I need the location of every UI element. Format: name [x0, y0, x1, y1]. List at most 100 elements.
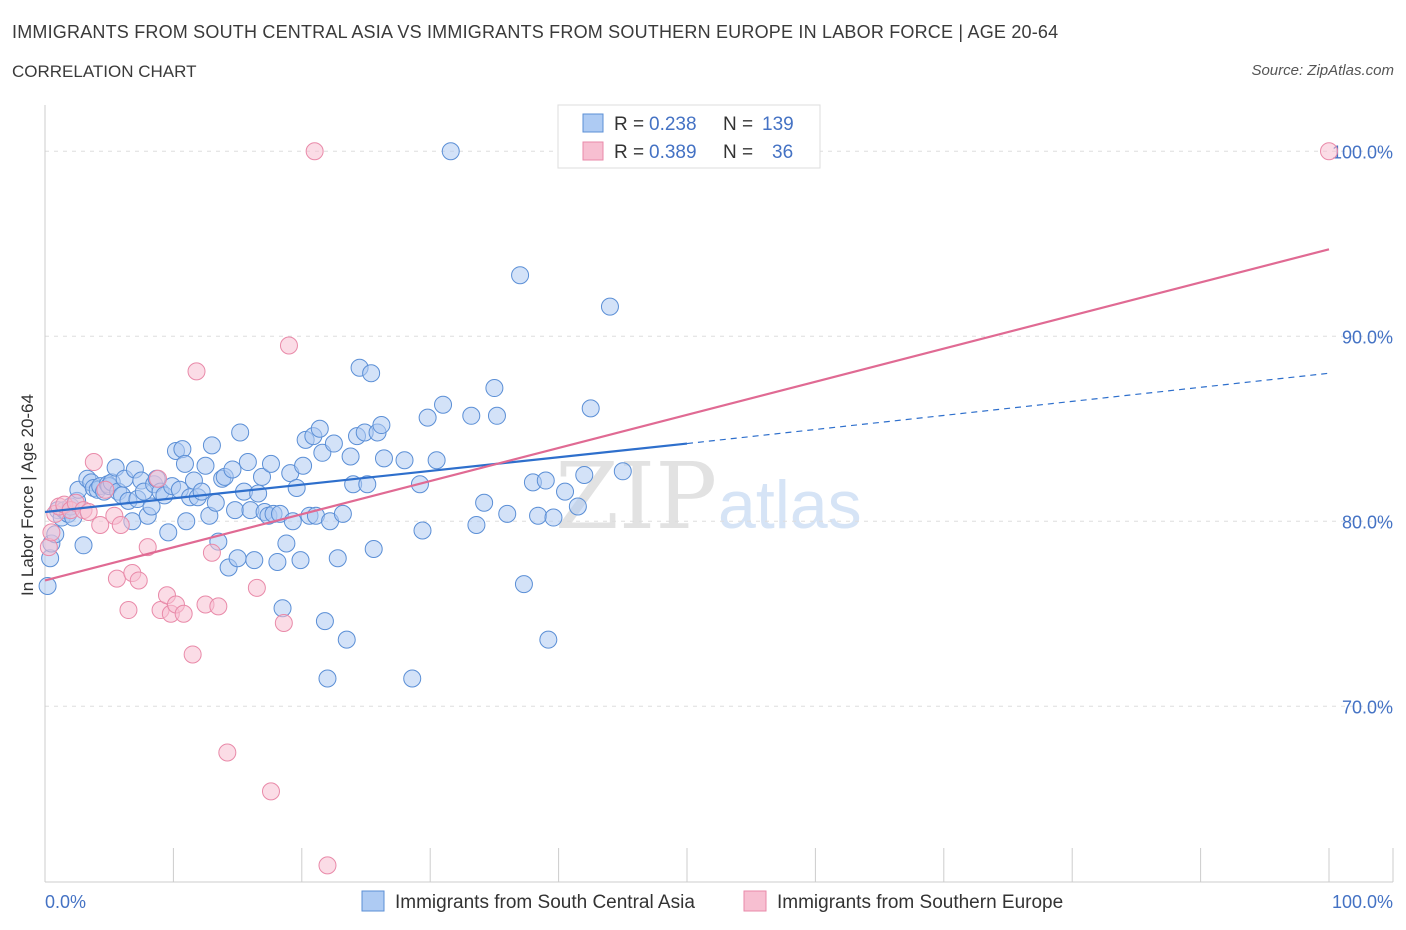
chart-subtitle: CORRELATION CHART	[12, 62, 197, 81]
point-south-central-asia	[514, 575, 533, 594]
point-south-central-asia	[413, 521, 432, 540]
point-south-central-asia	[206, 493, 225, 512]
top-legend: R = 0.238 N = 139 R = 0.389 N = 36	[557, 104, 821, 169]
legend-r-label-blue: R =	[614, 114, 644, 135]
point-south-central-asia	[600, 297, 619, 316]
point-south-central-asia	[568, 497, 587, 516]
point-south-central-asia	[175, 454, 194, 473]
y-tick-label: 100.0%	[1332, 142, 1393, 162]
point-southern-europe	[96, 480, 115, 499]
point-south-central-asia	[333, 504, 352, 523]
bottom-legend: Immigrants from South Central Asia Immig…	[361, 890, 1063, 913]
legend-r-label-pink: R =	[614, 142, 644, 163]
point-south-central-asia	[341, 447, 360, 466]
y-tick-label: 80.0%	[1342, 512, 1393, 532]
point-south-central-asia	[427, 451, 446, 470]
point-south-central-asia	[539, 630, 558, 649]
point-south-central-asia	[403, 669, 422, 688]
point-southern-europe	[84, 453, 103, 472]
point-south-central-asia	[467, 515, 486, 534]
point-south-central-asia	[613, 462, 632, 481]
x-axis-ticks	[44, 848, 1394, 882]
point-south-central-asia	[544, 508, 563, 527]
point-south-central-asia	[337, 630, 356, 649]
point-south-central-asia	[529, 506, 548, 525]
legend-r-value-pink: 0.389	[649, 142, 697, 163]
bottom-legend-label-blue: Immigrants from South Central Asia	[395, 892, 695, 913]
point-south-central-asia	[511, 266, 530, 285]
trend-line-south-central-asia-extension	[686, 372, 1330, 445]
source-credit: Source: ZipAtlas.com	[1251, 62, 1394, 79]
trend-line-southern-europe	[44, 248, 1330, 582]
point-southern-europe	[111, 515, 130, 534]
point-south-central-asia	[498, 504, 517, 523]
point-south-central-asia	[358, 475, 377, 494]
trend-line-south-central-asia	[44, 442, 688, 514]
point-south-central-asia	[238, 453, 257, 472]
point-south-central-asia	[434, 395, 453, 414]
point-southern-europe	[183, 645, 202, 664]
legend-n-label-pink: N =	[723, 142, 753, 163]
watermark-zip: ZIP	[555, 443, 717, 550]
point-southern-europe	[202, 543, 221, 562]
point-south-central-asia	[277, 534, 296, 553]
legend-swatch-blue	[582, 113, 604, 133]
point-south-central-asia	[294, 456, 313, 475]
point-southern-europe	[187, 362, 206, 381]
point-southern-europe	[138, 538, 157, 557]
point-south-central-asia	[441, 142, 460, 161]
point-south-central-asia	[487, 406, 506, 425]
point-south-central-asia	[173, 440, 192, 459]
point-southern-europe	[209, 597, 228, 616]
point-south-central-asia	[395, 451, 414, 470]
point-south-central-asia	[226, 501, 245, 520]
y-axis-label: In Labor Force | Age 20-64	[18, 394, 37, 596]
point-south-central-asia	[228, 549, 247, 568]
point-south-central-asia	[324, 434, 343, 453]
legend-n-value-blue: 139	[762, 114, 794, 135]
point-southern-europe	[91, 515, 110, 534]
point-south-central-asia	[287, 478, 306, 497]
bottom-legend-swatch-pink	[743, 890, 767, 912]
axes	[44, 105, 1393, 883]
point-south-central-asia	[231, 423, 250, 442]
legend-swatch-pink	[582, 141, 604, 161]
point-southern-europe	[107, 569, 126, 588]
point-southern-europe	[1320, 142, 1338, 161]
point-south-central-asia	[223, 460, 242, 479]
point-south-central-asia	[38, 577, 57, 595]
point-south-central-asia	[318, 669, 337, 688]
point-southern-europe	[247, 578, 266, 597]
point-southern-europe	[218, 743, 237, 762]
point-south-central-asia	[202, 436, 221, 455]
point-southern-europe	[42, 523, 61, 542]
point-south-central-asia	[310, 419, 329, 438]
y-tick-label: 90.0%	[1342, 327, 1393, 347]
watermark-atlas: atlas	[718, 467, 862, 543]
point-south-central-asia	[372, 416, 391, 435]
point-south-central-asia	[556, 482, 575, 501]
point-southern-europe	[129, 571, 148, 590]
y-tick-label: 70.0%	[1342, 697, 1393, 717]
y-axis-tick-labels: 70.0% 80.0% 90.0% 100.0%	[1332, 142, 1393, 717]
point-south-central-asia	[177, 512, 196, 531]
point-south-central-asia	[315, 612, 334, 631]
point-southern-europe	[148, 469, 167, 488]
trend-lines	[44, 248, 1330, 582]
point-southern-europe	[274, 614, 293, 632]
point-south-central-asia	[74, 536, 93, 555]
point-south-central-asia	[261, 454, 280, 473]
point-southern-europe	[279, 336, 298, 355]
point-south-central-asia	[462, 406, 481, 425]
point-southern-europe	[39, 538, 58, 557]
point-south-central-asia	[364, 540, 383, 558]
point-south-central-asia	[374, 449, 393, 468]
legend-n-label-blue: N =	[723, 114, 753, 135]
point-south-central-asia	[418, 408, 437, 427]
point-south-central-asia	[536, 471, 555, 490]
point-south-central-asia	[196, 456, 215, 475]
point-south-central-asia	[268, 552, 287, 571]
point-south-central-asia	[475, 493, 494, 512]
point-south-central-asia	[245, 551, 264, 570]
